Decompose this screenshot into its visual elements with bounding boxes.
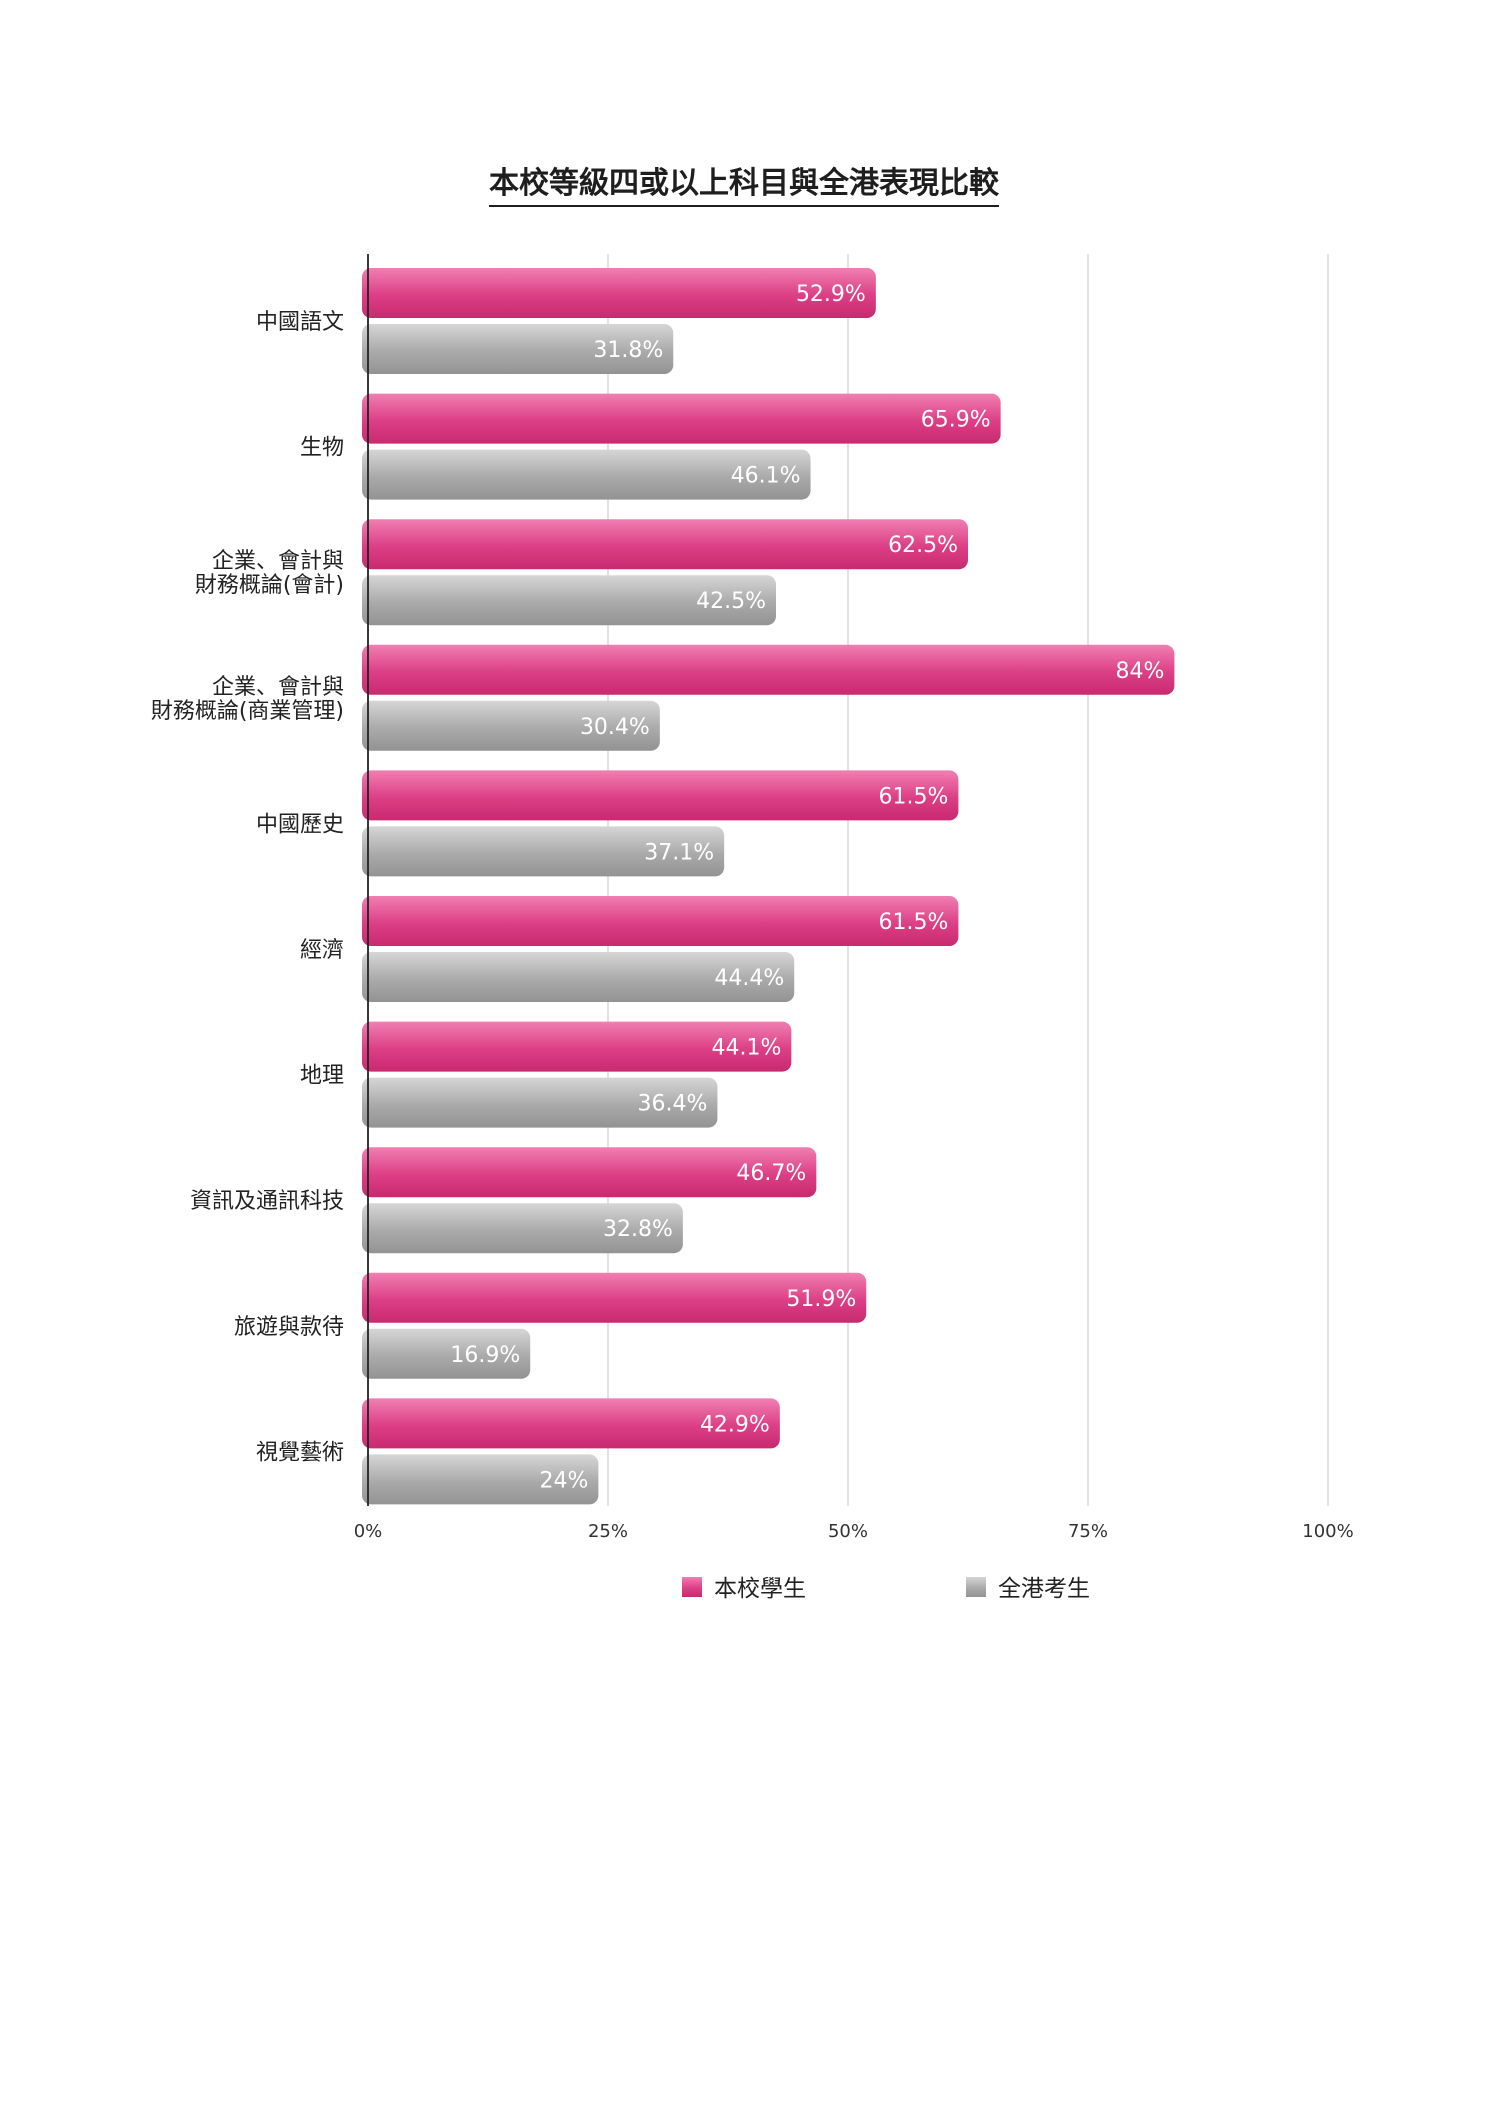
data-label: 61.5% [879, 784, 949, 809]
bars: 52.9% 31.8% 65.9% 46.1% 62.5% 42.5% 84% 30.4% 61… [362, 268, 1175, 1505]
bar-hk-8 [362, 1328, 531, 1379]
bar-hk-3 [362, 700, 660, 751]
category-label: 地理 [300, 1064, 344, 1089]
category-label: 旅遊與款待 [234, 1315, 344, 1340]
bar-school-6 [362, 1021, 792, 1072]
x-tick-label: 25% [588, 1521, 628, 1542]
data-label: 61.5% [879, 910, 949, 935]
category-label: 生物 [300, 436, 344, 461]
bar-school-3 [362, 644, 1175, 695]
bar-hk-0 [362, 324, 674, 374]
data-label: 36.4% [638, 1092, 708, 1117]
data-label: 37.1% [644, 840, 714, 865]
bar-school-1 [362, 393, 1001, 444]
legend-label-school: 本校學生 [714, 1576, 806, 1602]
bar-hk-4 [362, 826, 725, 877]
data-label: 44.4% [714, 966, 784, 991]
x-tick-label: 0% [354, 1521, 383, 1542]
data-label: 44.1% [711, 1036, 781, 1061]
data-label: 84% [1115, 659, 1164, 684]
bar-hk-2 [362, 575, 776, 626]
data-label: 24% [539, 1468, 588, 1493]
data-label: 32.8% [603, 1217, 673, 1242]
category-label: 企業、會計與財務概論(會計) [195, 549, 344, 598]
category-label: 視覺藝術 [256, 1440, 344, 1465]
category-label: 中國語文 [256, 310, 344, 335]
data-label: 30.4% [580, 715, 650, 740]
x-tick-label: 50% [828, 1521, 868, 1542]
chart-title: 本校等級四或以上科目與全港表現比較 [0, 158, 1488, 207]
legend: 本校學生 全港考生 [682, 1576, 1090, 1602]
data-label: 52.9% [796, 282, 866, 307]
bar-school-2 [362, 519, 968, 570]
bar-school-5 [362, 896, 959, 946]
x-tick-label: 100% [1302, 1521, 1353, 1542]
bar-school-4 [362, 770, 959, 821]
bar-school-8 [362, 1272, 867, 1323]
bar-hk-5 [362, 952, 795, 1002]
category-label: 資訊及通訊科技 [190, 1189, 344, 1214]
data-label: 42.5% [696, 589, 766, 614]
legend-swatch-hk [966, 1577, 986, 1597]
legend-label-hk: 全港考生 [998, 1576, 1090, 1602]
data-label: 31.8% [593, 338, 663, 363]
data-label: 62.5% [888, 533, 958, 558]
data-label: 42.9% [700, 1412, 770, 1437]
data-label: 51.9% [786, 1287, 856, 1312]
data-label: 46.7% [736, 1161, 806, 1186]
x-tick-label: 75% [1068, 1521, 1108, 1542]
bar-school-7 [362, 1147, 817, 1198]
bar-school-9 [362, 1398, 780, 1449]
data-label: 16.9% [450, 1343, 520, 1368]
bar-hk-7 [362, 1203, 683, 1254]
bar-school-0 [362, 268, 876, 318]
data-label: 65.9% [921, 408, 991, 433]
bar-hk-9 [362, 1454, 599, 1505]
category-label: 中國歷史 [256, 812, 344, 837]
bar-hk-1 [362, 449, 811, 500]
bar-hk-6 [362, 1077, 718, 1128]
category-label: 經濟 [300, 938, 344, 963]
category-label: 企業、會計與財務概論(商業管理) [151, 675, 344, 724]
legend-swatch-school [682, 1577, 702, 1597]
chart-title-text: 本校等級四或以上科目與全港表現比較 [489, 158, 999, 207]
data-label: 46.1% [731, 464, 801, 489]
